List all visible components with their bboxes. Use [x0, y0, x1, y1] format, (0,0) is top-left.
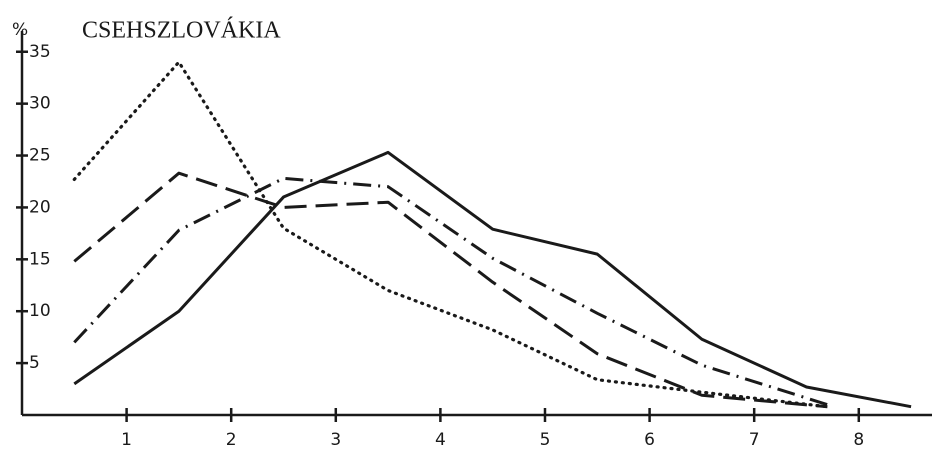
x-tick-label: 8	[853, 430, 864, 450]
y-tick-label: 5	[29, 353, 40, 373]
y-tick-label: 10	[29, 301, 51, 321]
x-tick-label: 7	[749, 430, 760, 450]
x-tick-label: 1	[121, 430, 132, 450]
series-line	[73, 171, 828, 409]
series-line	[72, 60, 830, 409]
series-line	[73, 150, 912, 409]
y-tick-label: 15	[29, 249, 51, 269]
x-tick-label: 2	[226, 430, 237, 450]
x-tick-label: 4	[435, 430, 446, 450]
x-tick-label: 6	[644, 430, 655, 450]
y-tick-label: 30	[29, 94, 51, 114]
series-line	[73, 176, 828, 407]
x-tick-label: 3	[330, 430, 341, 450]
y-axis-label: %	[12, 20, 28, 40]
y-tick-label: 35	[29, 42, 51, 62]
y-tick-label: 20	[29, 197, 51, 217]
chart-title: CSEHSZLOVÁKIA	[82, 18, 281, 44]
y-tick-label: 25	[29, 146, 51, 166]
x-tick-label: 5	[540, 430, 551, 450]
